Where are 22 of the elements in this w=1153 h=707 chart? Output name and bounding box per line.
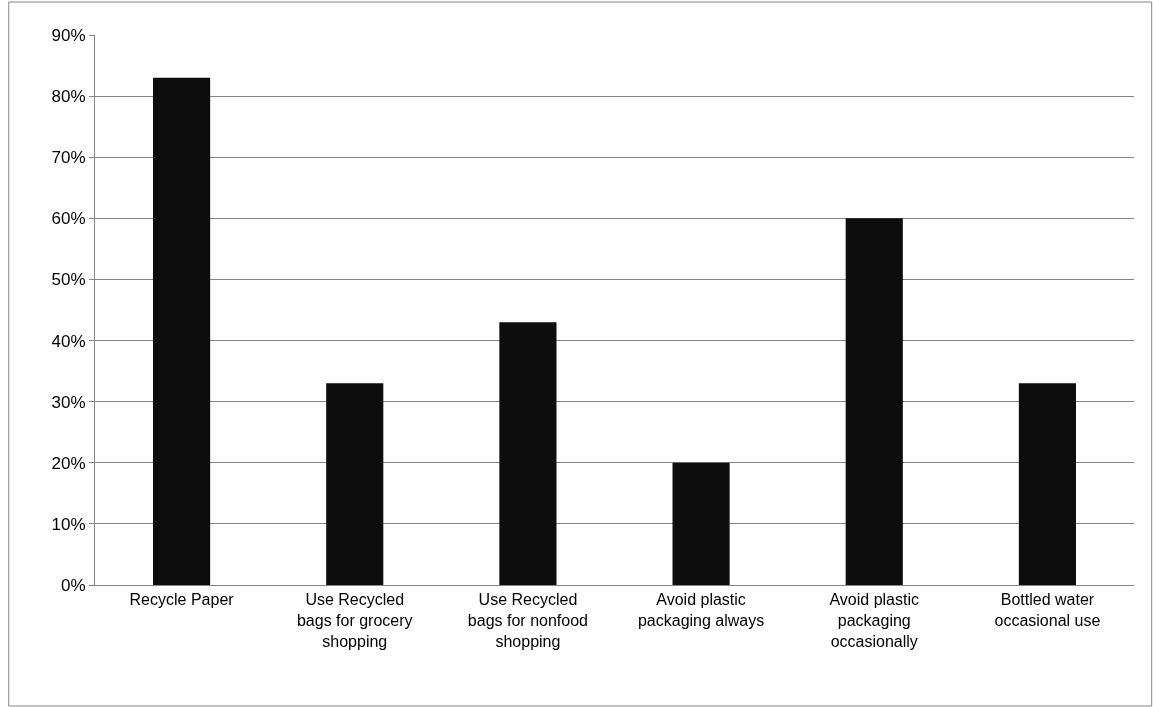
y-tick-label: 80% <box>51 87 86 107</box>
x-tick-label: Recycle Paper <box>129 591 235 609</box>
bar <box>326 383 384 585</box>
y-tick-label: 90% <box>51 25 86 45</box>
x-tick-label: Avoid plastic packaging always <box>637 591 765 629</box>
y-tick-label: 70% <box>51 148 86 168</box>
x-tick-label: Bottled water occasional use <box>994 591 1101 629</box>
y-tick-label: 50% <box>51 270 86 290</box>
x-tick-label: Use Recycled bags for nonfood shopping <box>467 591 588 650</box>
y-tick-label: 20% <box>51 453 86 473</box>
y-tick-label: 0% <box>61 575 86 595</box>
y-tick-label: 40% <box>51 331 86 351</box>
x-tick-label: Use Recycled bags for grocery shopping <box>296 591 413 650</box>
y-tick-label: 30% <box>51 392 86 412</box>
bar <box>153 77 211 585</box>
bar <box>1018 383 1076 585</box>
bar <box>672 462 730 585</box>
y-tick-label: 10% <box>51 514 86 534</box>
x-tick-label: Avoid plastic packaging occasionally <box>829 591 920 650</box>
bar <box>499 322 557 585</box>
bar <box>845 218 903 585</box>
y-tick-label: 60% <box>51 209 86 229</box>
